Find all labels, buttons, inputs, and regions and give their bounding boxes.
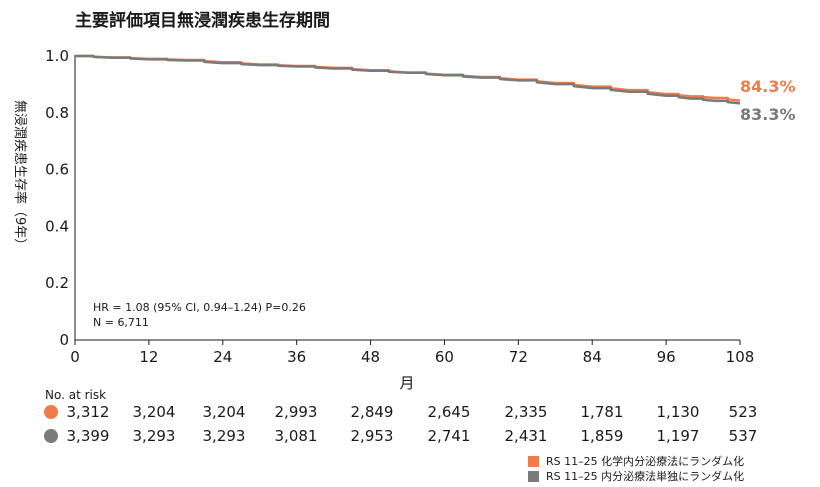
x-tick-label: 24	[213, 348, 232, 366]
risk-value: 3,293	[203, 427, 246, 445]
y-tick-label: 0.2	[45, 274, 69, 292]
x-tick-label: 36	[287, 348, 306, 366]
end-value-label-2: 83.3%	[740, 105, 796, 124]
risk-value: 3,204	[133, 403, 176, 421]
risk-value: 3,293	[133, 427, 176, 445]
x-tick-labels: 0 12 24 36 48 60 72 84 96 108	[70, 340, 754, 366]
risk-value: 2,335	[505, 403, 548, 421]
risk-value: 2,645	[428, 403, 471, 421]
n-annotation: N = 6,711	[93, 316, 149, 329]
series-line-1	[75, 54, 741, 102]
risk-value: 1,130	[657, 403, 700, 421]
x-tick-label: 108	[726, 348, 755, 366]
risk-value: 1,859	[581, 427, 624, 445]
risk-value: 1,197	[657, 427, 700, 445]
x-tick-label: 0	[70, 348, 80, 366]
y-tick-labels: 0 0.2 0.4 0.6 0.8 1.0	[45, 47, 69, 349]
x-tick-label: 12	[139, 348, 158, 366]
risk-value: 1,781	[581, 403, 624, 421]
y-tick-label: 0.8	[45, 104, 69, 122]
x-tick-label: 60	[435, 348, 454, 366]
x-tick-label: 84	[583, 348, 602, 366]
risk-table-title: No. at risk	[45, 388, 106, 402]
series-line-2	[75, 54, 741, 105]
chart-title: 主要評価項目無浸潤疾患生存期間	[75, 10, 330, 31]
end-labels: 84.3% 83.3%	[740, 77, 796, 124]
risk-value: 537	[729, 427, 758, 445]
legend-swatch-1	[528, 456, 539, 467]
legend-label-1: RS 11–25 化学内分泌療法にランダム化	[546, 454, 744, 468]
risk-value: 3,399	[67, 427, 110, 445]
risk-value: 3,081	[275, 427, 318, 445]
risk-value: 3,204	[203, 403, 246, 421]
risk-value: 2,993	[275, 403, 318, 421]
x-tick-label: 48	[361, 348, 380, 366]
risk-value: 2,741	[428, 427, 471, 445]
risk-value: 2,849	[351, 403, 394, 421]
x-tick-label: 72	[509, 348, 528, 366]
legend-label-2: RS 11–25 内分泌療法単独にランダム化	[546, 469, 744, 483]
y-tick-label: 0	[59, 331, 69, 349]
risk-value: 523	[729, 403, 758, 421]
series-lines	[75, 54, 741, 105]
y-tick-label: 0.6	[45, 161, 69, 179]
risk-table: 3,312 3,204 3,204 2,993 2,849 2,645 2,335 1,781…	[44, 403, 757, 445]
y-tick-label: 0.4	[45, 217, 69, 235]
risk-value: 2,953	[351, 427, 394, 445]
risk-value: 2,431	[505, 427, 548, 445]
risk-row-marker-1	[44, 405, 58, 419]
risk-value: 3,312	[67, 403, 110, 421]
risk-row-marker-2	[44, 429, 58, 443]
x-axis-label: 月	[399, 374, 414, 392]
hr-annotation: HR = 1.08 (95% CI, 0.94–1.24) P=0.26	[93, 301, 306, 314]
y-axis-label: 無浸潤疾患生存率（9年）	[12, 100, 28, 251]
end-value-label-1: 84.3%	[740, 77, 796, 96]
x-tick-label: 96	[657, 348, 676, 366]
y-tick-label: 1.0	[45, 47, 69, 65]
legend-swatch-2	[528, 471, 539, 482]
